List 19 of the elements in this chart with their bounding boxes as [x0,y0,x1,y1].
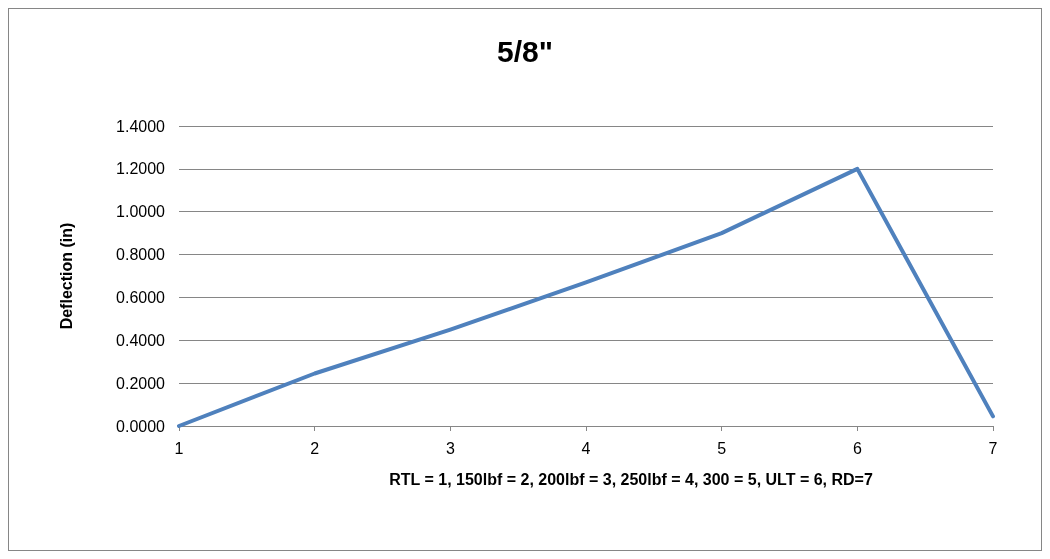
y-tick-label: 1.0000 [116,203,166,221]
y-tick-label: 0.6000 [116,288,166,306]
chart-title: 5/8" [497,34,553,68]
x-tick-label: 2 [310,439,320,457]
x-tick-label: 6 [852,439,862,457]
y-tick-label: 0.4000 [116,331,166,349]
y-tick-label: 1.4000 [116,117,166,135]
x-tick-label: 3 [445,439,455,457]
y-tick-label: 0.8000 [116,246,166,264]
y-tick-label: 0.2000 [116,374,166,392]
x-tick-label: 1 [174,439,184,457]
x-tick-label: 4 [581,439,591,457]
x-tick-label: 5 [717,439,727,457]
y-tick-label: 0.0000 [116,417,166,435]
y-axis-title: Deflection (in) [57,222,75,330]
line-series [177,166,995,428]
x-axis-title: RTL = 1, 150lbf = 2, 200lbf = 3, 250lbf = 4, 300 = 5, ULT = 6, RD=7 [389,470,873,488]
x-tick-label: 7 [988,439,998,457]
y-tick-label: 1.2000 [116,160,166,178]
